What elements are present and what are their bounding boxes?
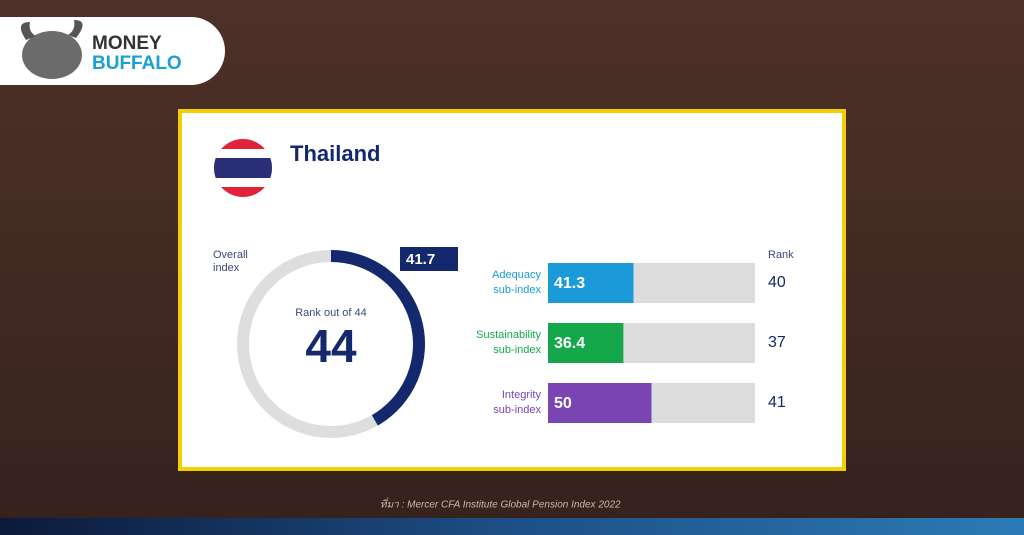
sub-index-label: sub-index — [493, 344, 541, 356]
rank: 37 — [768, 334, 786, 351]
donut-arc — [330, 250, 425, 426]
country-name: Thailand — [290, 141, 380, 166]
bar — [548, 383, 652, 423]
bar — [548, 323, 624, 363]
sub-index-label: Adequacy — [492, 269, 541, 281]
sub-index-label: sub-index — [493, 404, 541, 416]
bar-value: 50 — [554, 395, 572, 412]
logo-buffalo — [22, 31, 82, 79]
rank-caption: Rank out of 44 — [295, 307, 367, 319]
overall-label: Overall — [213, 249, 248, 261]
rank: 40 — [768, 274, 786, 291]
logo-line2: BUFFALO — [92, 53, 182, 74]
flag — [214, 139, 272, 197]
bar-value: 36.4 — [554, 335, 585, 352]
rank: 41 — [768, 394, 786, 411]
sub-index-label: Sustainability — [476, 329, 541, 341]
overall-value: 41.7 — [406, 251, 435, 268]
rank-value: 44 — [305, 320, 357, 372]
bar-value: 41.3 — [554, 275, 585, 292]
overall-label: index — [213, 262, 240, 274]
logo-line1: MONEY — [92, 33, 162, 54]
bar — [548, 263, 634, 303]
logo: MONEY BUFFALO — [0, 17, 225, 85]
sub-index-label: sub-index — [493, 284, 541, 296]
sub-index-label: Integrity — [502, 389, 542, 401]
rank-header: Rank — [768, 249, 794, 261]
bottom-strip — [0, 518, 1024, 535]
source: ที่มา : Mercer CFA Institute Global Pens… — [380, 497, 621, 511]
logo-horns — [20, 20, 83, 40]
value-badge — [400, 247, 458, 271]
